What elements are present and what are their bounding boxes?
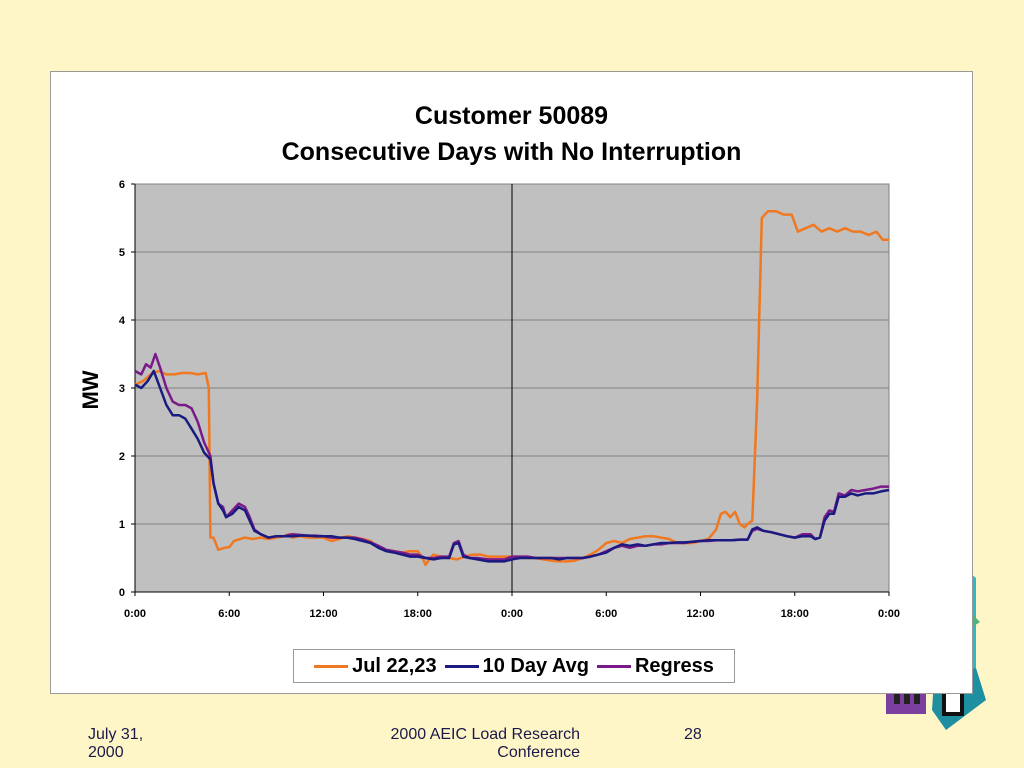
y-tick-label: 6: [119, 179, 125, 191]
y-axis-label: MW: [78, 370, 103, 409]
x-tick-label: 6:00: [595, 608, 617, 620]
legend-item-regress: Regress: [596, 654, 714, 678]
line-chart: 0 1 2 3 4 5 6 0:00 6:00 12:00 18:00 0:00 6:00 12:00 18…: [78, 179, 900, 620]
chart-subtitle: Consecutive Days with No Interruption: [281, 138, 742, 166]
legend-item-avg: 10 Day Avg: [444, 654, 589, 678]
x-tick-label: 12:00: [309, 608, 337, 620]
legend-label-regress: Regress: [634, 654, 714, 677]
y-tick-label: 1: [119, 519, 125, 531]
y-tick-label: 2: [119, 451, 125, 463]
chart-panel: Customer 50089 Consecutive Days with No …: [50, 71, 973, 694]
x-tick-label: 18:00: [781, 608, 809, 620]
chart-title: Customer 50089: [414, 102, 609, 130]
series-line-jul-22-23: [134, 209, 889, 567]
footer-conference: 2000 AEIC Load Research Conference: [390, 726, 580, 761]
y-tick-label: 5: [119, 247, 125, 259]
y-tick-label: 0: [119, 587, 125, 599]
legend-swatch-avg: [444, 664, 479, 668]
page-number: 28: [684, 726, 702, 743]
chart-legend: Jul 22,23 10 Day Avg Regress: [293, 649, 735, 683]
legend-label-avg: 10 Day Avg: [482, 654, 589, 677]
y-tick-label: 4: [119, 315, 126, 327]
x-tick-label: 18:00: [404, 608, 432, 620]
footer-date: July 31, 2000: [88, 726, 144, 761]
y-tick-label: 3: [119, 383, 125, 395]
legend-swatch-regress: [596, 664, 631, 668]
x-tick-label: 0:00: [124, 608, 146, 620]
x-tick-label: 0:00: [878, 608, 900, 620]
series-line-10-day-avg: [134, 369, 890, 563]
x-tick-label: 6:00: [218, 608, 240, 620]
x-tick-label: 12:00: [686, 608, 714, 620]
legend-swatch-jul: [314, 664, 349, 668]
x-tick-label: 0:00: [501, 608, 523, 620]
legend-label-jul: Jul 22,23: [352, 654, 437, 677]
legend-item-jul: Jul 22,23: [314, 655, 437, 678]
